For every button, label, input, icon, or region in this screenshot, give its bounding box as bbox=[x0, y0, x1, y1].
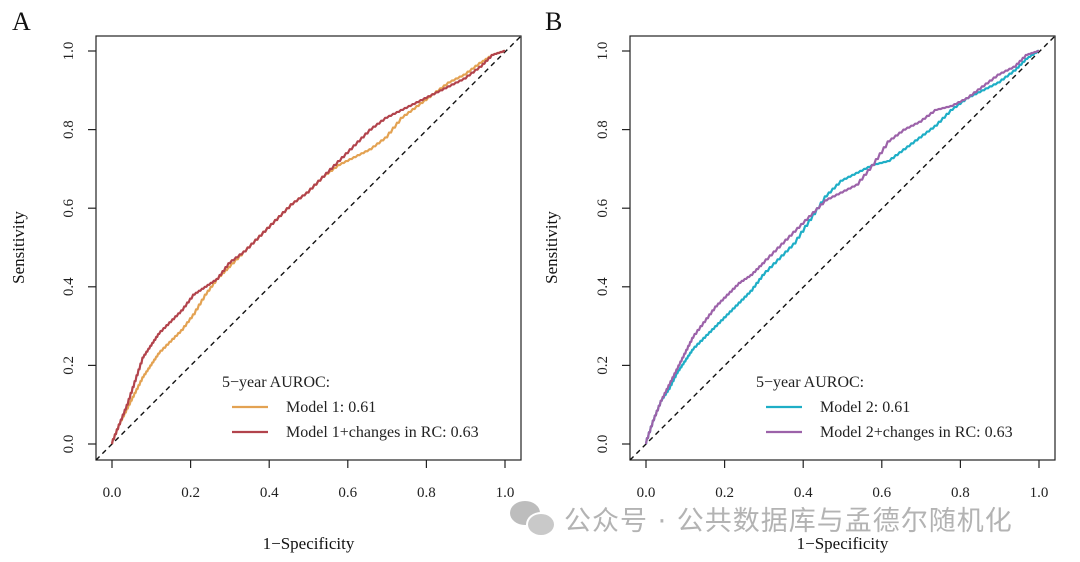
x-tick-label: 0.2 bbox=[715, 485, 734, 501]
legend-label: Model 1: 0.61 bbox=[286, 399, 376, 416]
wechat-icon bbox=[508, 499, 556, 537]
panel-a: A 0.0 0.2 0.4 0.6 0.8 1.0 0.0 0.2 0.4 0.6 0.8 1.0 1−S… bbox=[9, 7, 522, 553]
y-tick-label: 0.0 bbox=[595, 435, 611, 454]
reference-diagonal bbox=[629, 35, 1056, 461]
reference-diagonal bbox=[95, 35, 522, 461]
plot-frame bbox=[95, 35, 522, 461]
x-tick-label: 0.0 bbox=[637, 485, 656, 501]
panel-label: B bbox=[545, 7, 562, 36]
y-tick-label: 0.0 bbox=[61, 435, 77, 454]
legend-title: 5−year AUROC: bbox=[756, 374, 864, 391]
x-tick-label: 1.0 bbox=[496, 485, 515, 501]
x-tick-label: 0.2 bbox=[181, 485, 200, 501]
x-axis-title: 1−Specificity bbox=[797, 534, 889, 553]
y-tick-label: 0.6 bbox=[595, 198, 611, 217]
x-tick-label: 1.0 bbox=[1030, 485, 1049, 501]
x-tick-label: 0.6 bbox=[872, 485, 891, 501]
panel-label: A bbox=[12, 7, 31, 36]
x-tick-label: 0.4 bbox=[794, 485, 813, 501]
watermark-text: 公众号 · 公共数据库与孟德尔随机化 bbox=[564, 505, 1013, 537]
watermark: 公众号 · 公共数据库与孟德尔随机化 bbox=[508, 497, 1013, 539]
y-tick-label: 1.0 bbox=[595, 42, 611, 61]
x-tick-label: 0.8 bbox=[951, 485, 970, 501]
y-tick-label: 0.8 bbox=[595, 120, 611, 139]
x-tick-label: 0.6 bbox=[338, 485, 357, 501]
roc-curve-series-2 bbox=[110, 49, 505, 445]
legend-title: 5−year AUROC: bbox=[222, 374, 330, 391]
panel-b: B 0.0 0.2 0.4 0.6 0.8 1.0 0.0 0.2 0.4 0.6 0.8 1.0 1−S… bbox=[542, 7, 1056, 553]
x-tick-label: 0.0 bbox=[103, 485, 122, 501]
roc-curve-series-2 bbox=[644, 49, 1039, 445]
y-tick-label: 0.6 bbox=[61, 198, 77, 217]
y-axis-title: Sensitivity bbox=[542, 211, 561, 284]
plot-frame bbox=[629, 35, 1056, 461]
y-tick-label: 0.4 bbox=[61, 277, 77, 296]
y-tick-label: 0.2 bbox=[595, 356, 611, 375]
legend-label: Model 2: 0.61 bbox=[820, 399, 910, 416]
legend-label: Model 1+changes in RC: 0.63 bbox=[286, 424, 479, 441]
y-axis-title: Sensitivity bbox=[9, 211, 28, 284]
y-tick-label: 0.4 bbox=[595, 277, 611, 296]
y-tick-label: 0.2 bbox=[61, 356, 77, 375]
y-tick-label: 0.8 bbox=[61, 120, 77, 139]
x-tick-label: 0.8 bbox=[417, 485, 436, 501]
x-axis-title: 1−Specificity bbox=[263, 534, 355, 553]
x-tick-label: 0.4 bbox=[260, 485, 279, 501]
legend-label: Model 2+changes in RC: 0.63 bbox=[820, 424, 1013, 441]
y-tick-label: 1.0 bbox=[61, 42, 77, 61]
